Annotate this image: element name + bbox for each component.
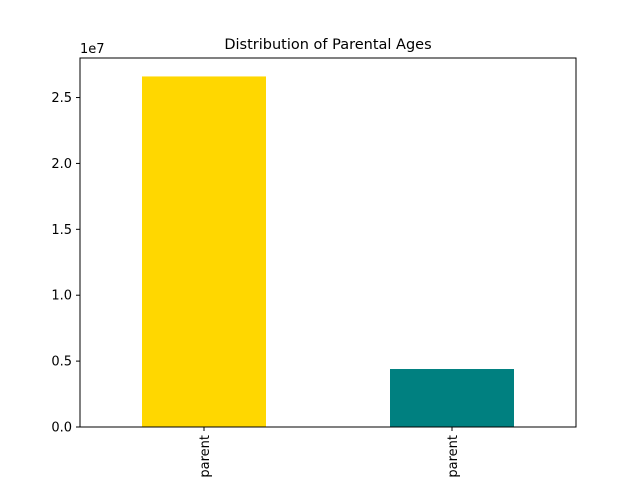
x-tick-label-0: parent <box>198 435 213 478</box>
plot-area: 0.0 0.5 1.0 1.5 2.0 2.5 parent parent <box>51 57 577 478</box>
y-tick-label-5: 2.5 <box>51 91 72 106</box>
y-tick-label-4: 2.0 <box>51 157 72 172</box>
axes-frame <box>79 57 577 428</box>
x-tick-label-1: parent <box>446 435 461 478</box>
bar-0 <box>142 76 266 427</box>
y-tick-label-3: 1.5 <box>51 223 72 238</box>
chart-title: Distribution of Parental Ages <box>224 37 431 53</box>
y-axis-scale-label: 1e7 <box>80 42 105 57</box>
y-tick-label-2: 1.0 <box>51 289 72 304</box>
y-tick-label-1: 0.5 <box>51 355 72 370</box>
bar-1 <box>390 369 514 427</box>
y-tick-label-0: 0.0 <box>51 421 72 436</box>
